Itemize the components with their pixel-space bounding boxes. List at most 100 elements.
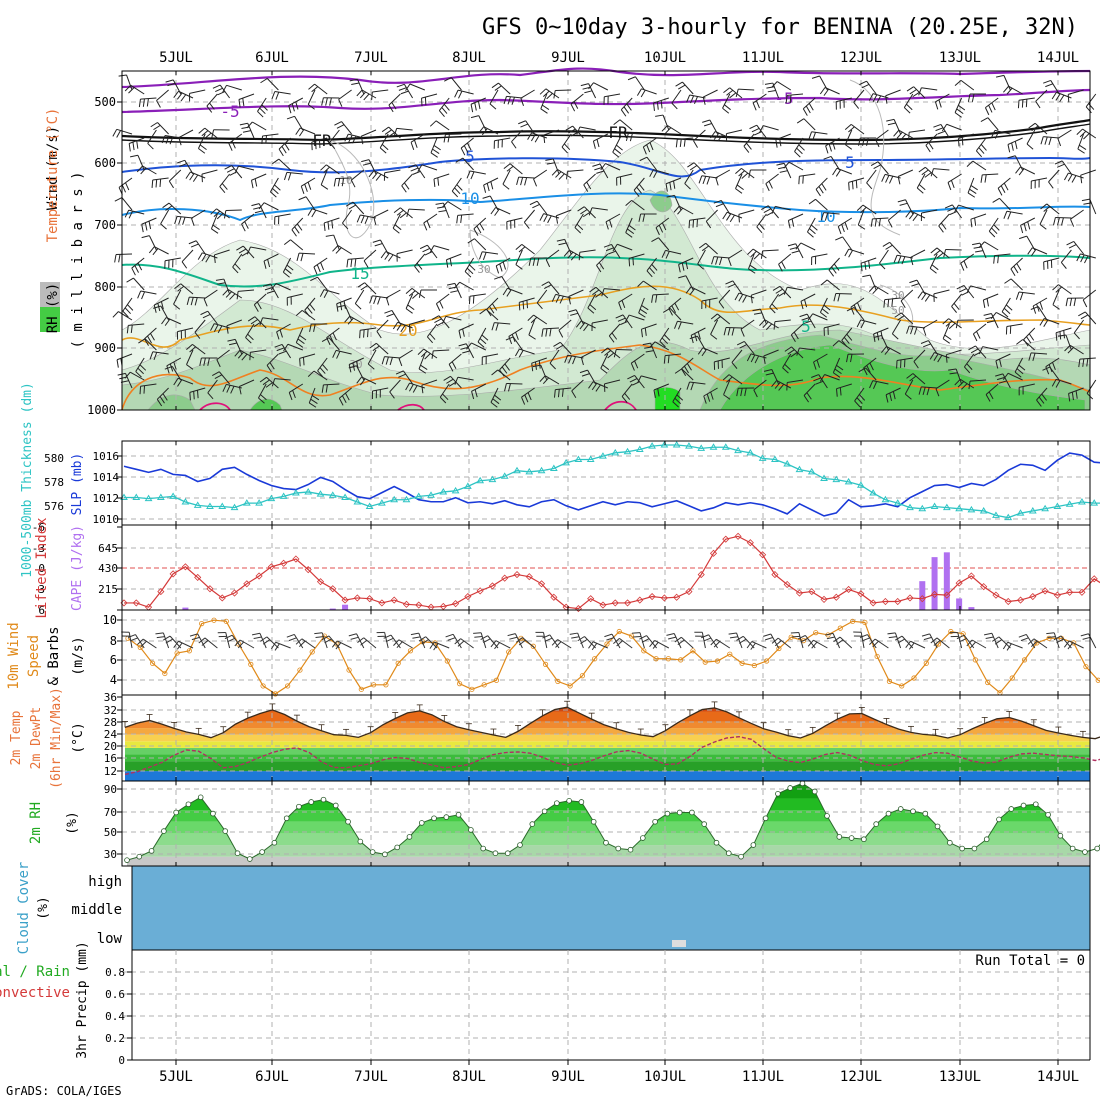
precip-tick-label: 0.2: [105, 1032, 125, 1045]
wind-barb-flag: [588, 381, 594, 389]
wind-barb: [910, 210, 926, 219]
temperature-contour: [121, 123, 1091, 145]
thickness-point: [807, 467, 816, 475]
thickness-point: [328, 491, 337, 498]
wind-barb-flag: [649, 341, 656, 348]
wind-barb-flag: [441, 201, 449, 208]
wind-barb-flag: [555, 295, 560, 303]
wind-barb: [533, 314, 548, 325]
wind-barb: [1065, 334, 1072, 351]
wind-barb-flag: [228, 143, 233, 151]
wind-barb-flag: [131, 267, 136, 276]
wind-barb-flag: [862, 274, 871, 278]
wind-barb: [716, 638, 731, 649]
wind-barb: [471, 383, 487, 392]
wind-barb-flag: [1021, 99, 1024, 108]
wind-barb-flag: [207, 392, 214, 400]
wind-barb: [693, 162, 706, 175]
wind-barb-flag: [1063, 330, 1065, 339]
wind-barb: [1046, 203, 1060, 215]
wind-barb: [901, 635, 914, 649]
wind-barb-flag: [652, 642, 659, 649]
wind-barb-flag: [992, 197, 1000, 203]
wind-barb: [536, 200, 548, 215]
wind-barb-flag: [735, 188, 743, 194]
wind-barb: [865, 367, 877, 381]
wind-barb-flag: [213, 254, 216, 263]
wind-barb-flag: [1041, 393, 1047, 401]
wind-barb-flag: [439, 301, 444, 309]
lifted-index-point: [1041, 587, 1049, 595]
wind-barb: [483, 177, 499, 186]
wind-barb-flag: [675, 81, 683, 87]
wind-barb-flag: [722, 107, 730, 114]
wind-barb-flag: [749, 264, 757, 270]
rh-point: [210, 810, 216, 817]
lifted-index-point: [636, 596, 644, 604]
wind-barb-flag: [241, 353, 248, 361]
wind-barb-flag: [286, 115, 295, 120]
wind-speed-point: [555, 678, 561, 685]
rh-point: [762, 815, 769, 822]
rh-point: [873, 821, 879, 827]
wind-barb: [234, 339, 243, 355]
lifted-index-point: [1066, 588, 1074, 596]
wind-barb-flag: [944, 204, 953, 209]
wind-barb-flag: [527, 132, 533, 140]
wind-barb-flag: [662, 307, 671, 313]
wind-barb: [555, 89, 572, 92]
wind-barb: [448, 353, 462, 365]
wind-barb-flag: [189, 346, 196, 353]
wind-barb-flag: [286, 633, 295, 638]
wind-barb-flag: [683, 365, 690, 374]
wind-barb-flag: [564, 355, 569, 363]
wind-barb: [885, 89, 901, 97]
wind-barb-flag: [197, 252, 203, 260]
wind-barb: [973, 323, 987, 335]
wind-barb-flag: [310, 276, 318, 282]
wind-barb-flag: [596, 170, 605, 174]
contour-label: 30: [477, 263, 490, 276]
rh-point: [332, 802, 339, 809]
wind-barb-flag: [811, 374, 819, 378]
wind-barb-flag: [591, 383, 598, 391]
wind-barb-flag: [406, 209, 410, 218]
wind-barb: [984, 241, 999, 251]
wind-speed-point: [211, 617, 217, 623]
wind-barb: [519, 348, 535, 355]
wind-barb-flag: [443, 134, 446, 143]
wind-barb-flag: [912, 214, 919, 222]
wind-barb-flag: [337, 304, 346, 308]
lifted-index-point: [439, 602, 447, 611]
wind-barb-flag: [470, 171, 475, 180]
ylabel-wind: Wind (m/s): [45, 126, 61, 210]
wind-barb-flag: [568, 128, 576, 134]
wind-barb-flag: [392, 321, 399, 330]
wind-barb-flag: [959, 288, 967, 293]
wind-barb-flag: [954, 112, 962, 118]
wind-barb-flag: [604, 633, 613, 638]
wind-barb: [557, 169, 572, 179]
wind-barb-flag: [189, 633, 198, 637]
wind-barb: [803, 383, 816, 396]
lifted-index-point: [820, 595, 828, 603]
wind-barb-flag: [736, 184, 744, 191]
wind-barb-flag: [408, 290, 416, 297]
wind-barb-flag: [530, 133, 536, 142]
wind-speed-point: [604, 641, 610, 647]
wind-barb: [935, 379, 950, 390]
wind-barb: [214, 249, 230, 256]
wind-barb: [925, 133, 938, 146]
thickness-point: [402, 495, 411, 503]
wind-barb-flag: [611, 332, 618, 340]
wind-barb-flag: [377, 296, 381, 305]
wind-barb-flag: [666, 194, 675, 198]
wind-barb-flag: [337, 178, 341, 187]
wind-barb: [520, 89, 535, 99]
wind-barb-flag: [348, 633, 357, 637]
wind-barb-flag: [588, 82, 594, 90]
wind-barb: [872, 217, 889, 220]
wind-barb-flag: [462, 350, 471, 354]
wind-barb-flag: [374, 243, 383, 247]
wind-barb: [239, 379, 255, 387]
